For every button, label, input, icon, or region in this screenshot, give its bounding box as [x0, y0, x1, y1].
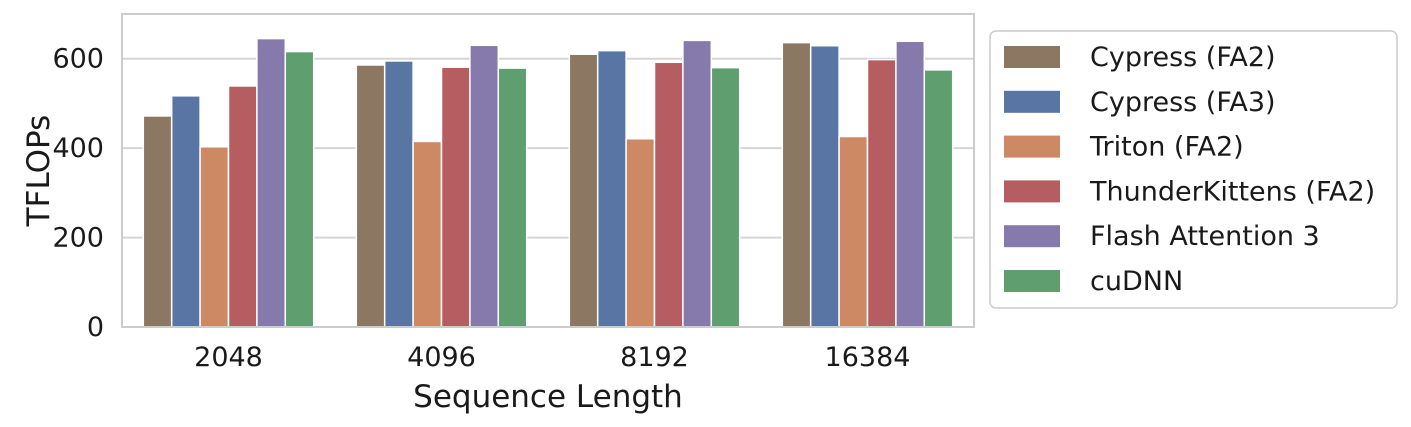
y-tick-labels: 0 200 400 600 — [52, 44, 104, 343]
bar — [469, 44, 500, 328]
plot-frame — [121, 13, 975, 328]
legend-items: Cypress (FA2) Cypress (FA3) Triton (FA2) Th… — [1004, 42, 1375, 297]
bar — [682, 39, 713, 328]
legend-label: cuDNN — [1090, 266, 1183, 297]
y-tick-label: 0 — [87, 312, 104, 343]
legend-swatch — [1004, 270, 1060, 292]
legend-label: Cypress (FA2) — [1090, 42, 1276, 73]
bar — [809, 44, 840, 328]
bar — [710, 66, 741, 328]
x-tick-label: 8192 — [620, 342, 689, 373]
bar — [866, 58, 897, 328]
legend-label: Triton (FA2) — [1089, 132, 1244, 163]
bar — [227, 85, 258, 328]
bar — [895, 40, 926, 328]
y-tick-label: 200 — [52, 223, 104, 254]
legend-swatch — [1004, 225, 1060, 248]
bars — [142, 37, 954, 328]
y-axis-title: TFLOPs — [21, 115, 57, 228]
legend-label: ThunderKittens (FA2) — [1089, 176, 1375, 207]
bar — [838, 135, 869, 328]
legend-swatch — [1004, 180, 1060, 203]
bar — [440, 66, 471, 328]
bar — [596, 49, 627, 328]
bar — [170, 95, 201, 328]
bar — [199, 146, 230, 328]
bar — [923, 69, 954, 328]
x-axis-title: Sequence Length — [413, 379, 683, 415]
legend-swatch — [1004, 135, 1060, 158]
bar — [256, 37, 287, 328]
bar — [625, 138, 656, 328]
x-tick-label: 2048 — [194, 342, 263, 373]
bar — [284, 50, 315, 328]
legend-label: Flash Attention 3 — [1090, 221, 1320, 252]
bar — [412, 140, 443, 328]
y-tick-label: 600 — [52, 44, 104, 75]
bar — [355, 64, 386, 328]
bar — [568, 53, 599, 328]
legend-swatch — [1004, 46, 1060, 68]
legend-swatch — [1004, 90, 1060, 113]
x-tick-label: 16384 — [825, 342, 911, 373]
legend-box — [989, 30, 1398, 309]
x-tick-labels: 2048 4096 8192 16384 — [194, 342, 910, 373]
legend-label: Cypress (FA3) — [1090, 87, 1276, 118]
bar — [497, 67, 528, 328]
bar — [383, 60, 414, 328]
x-tick-label: 4096 — [407, 342, 476, 373]
legend: Cypress (FA2) Cypress (FA3) Triton (FA2) Th… — [989, 30, 1398, 309]
bar — [781, 41, 812, 328]
bar — [142, 115, 173, 328]
y-tick-label: 400 — [52, 133, 104, 164]
bar — [653, 61, 684, 328]
